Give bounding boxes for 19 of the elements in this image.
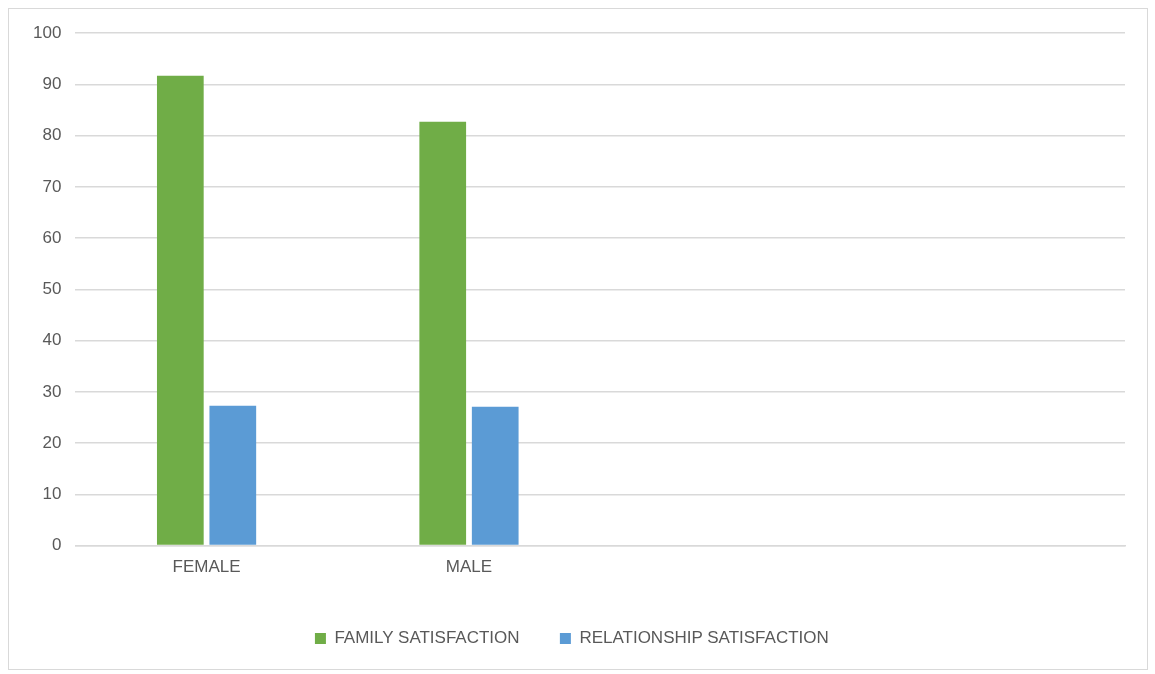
bar xyxy=(209,405,257,545)
y-tick-label: 60 xyxy=(42,227,62,247)
legend-label: FAMILY SATISFACTION xyxy=(334,628,520,648)
bar xyxy=(471,406,519,545)
y-tick-label: 80 xyxy=(42,125,62,145)
legend-label: RELATIONSHIP SATISFACTION xyxy=(579,628,829,648)
y-tick-label: 70 xyxy=(42,176,62,196)
y-tick-label: 10 xyxy=(42,484,62,504)
y-tick-label: 40 xyxy=(42,330,62,350)
y-tick-label: 50 xyxy=(42,279,62,299)
y-tick-label: 20 xyxy=(42,432,62,452)
x-tick-label: FEMALE xyxy=(172,557,241,577)
bar xyxy=(156,75,204,545)
bar xyxy=(419,121,467,545)
y-tick-label: 30 xyxy=(42,381,62,401)
x-tick-label: MALE xyxy=(445,557,493,577)
y-tick-label: 90 xyxy=(42,74,62,94)
y-tick-label: 100 xyxy=(32,22,62,42)
y-tick-label: 0 xyxy=(51,535,62,555)
